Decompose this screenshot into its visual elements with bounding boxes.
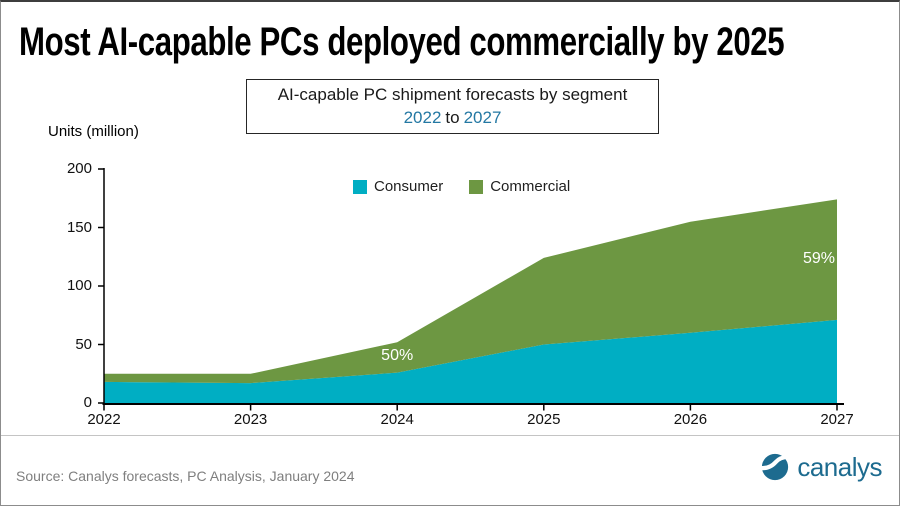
legend-item-consumer: Consumer	[353, 178, 443, 195]
canalys-logo: canalys	[760, 452, 882, 482]
footer: Source: Canalys forecasts, PC Analysis, …	[1, 435, 899, 505]
y-axis-title: Units (million)	[48, 123, 139, 140]
chart-subtitle-box: AI-capable PC shipment forecasts by segm…	[246, 79, 659, 134]
commercial-swatch-icon	[469, 179, 484, 194]
x-tick-label: 2024	[380, 411, 414, 428]
y-tick-label: 0	[83, 394, 92, 411]
y-tick-label: 200	[66, 160, 92, 177]
legend-label-consumer: Consumer	[374, 178, 444, 195]
area-consumer	[104, 319, 837, 403]
area-commercial	[104, 199, 837, 384]
year-connector: to	[445, 107, 460, 127]
data-label-59pct: 59%	[802, 249, 836, 267]
consumer-swatch-icon	[353, 179, 367, 194]
legend-label-commercial: Commercial	[490, 178, 571, 195]
canalys-logo-text: canalys	[797, 452, 882, 482]
year-start: 2022	[403, 107, 442, 127]
canalys-logo-icon	[760, 453, 791, 481]
x-tick-label: 2027	[820, 411, 854, 428]
x-tick-label: 2025	[527, 411, 561, 428]
x-tick-label: 2023	[233, 411, 268, 428]
y-tick-label: 150	[66, 218, 92, 236]
chart-subtitle: AI-capable PC shipment forecasts by segm…	[277, 84, 628, 104]
year-end: 2027	[463, 107, 502, 127]
page-title: Most AI-capable PCs deployed commerciall…	[19, 20, 785, 64]
data-label-50pct: 50%	[381, 347, 414, 365]
x-tick-label: 2022	[87, 411, 121, 428]
chart-subtitle-years: 2022 to 2027	[247, 107, 658, 130]
x-tick-label: 2026	[673, 411, 708, 428]
source-note: Source: Canalys forecasts, PC Analysis, …	[16, 468, 355, 484]
chart-legend: Consumer Commercial	[353, 178, 570, 195]
y-tick-label: 100	[66, 277, 92, 294]
y-tick-label: 50	[75, 335, 92, 353]
legend-item-commercial: Commercial	[469, 178, 570, 195]
